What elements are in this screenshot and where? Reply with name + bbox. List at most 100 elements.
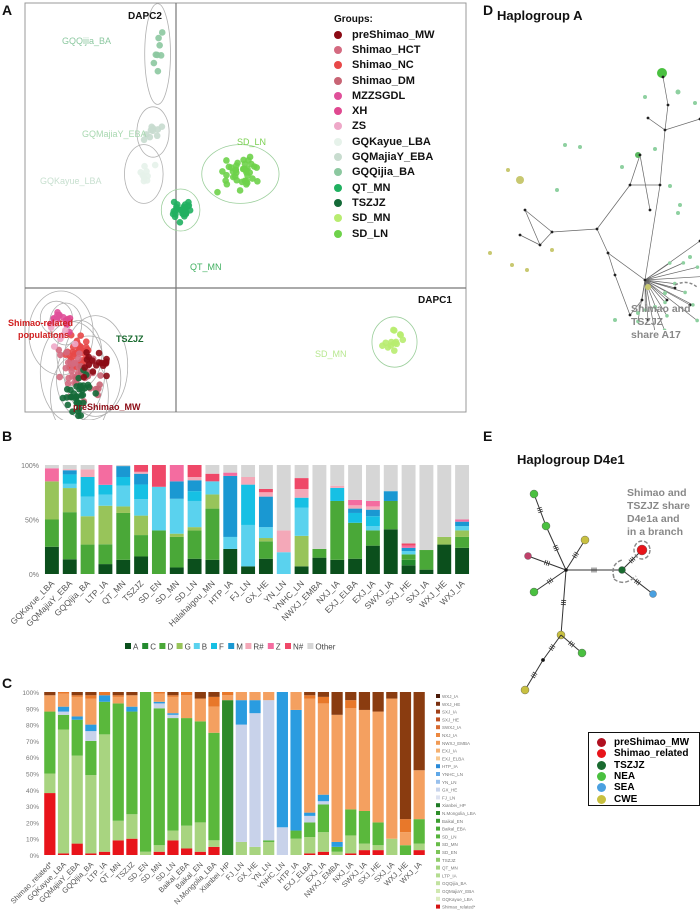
point-preShimao_MW xyxy=(103,372,110,380)
point-TSZJZ xyxy=(69,408,76,416)
bar-segment-Dark xyxy=(85,695,97,699)
bar-segment-Z xyxy=(44,468,59,482)
y-tick-label: 50% xyxy=(26,772,39,779)
legend-label: ZS xyxy=(352,120,367,133)
legend-label: GQKayue_LBA xyxy=(442,897,473,902)
bar-segment-Mid-green xyxy=(345,809,357,836)
bar-segment-Dark xyxy=(181,692,193,696)
legend-swatch-icon xyxy=(285,643,291,649)
bar-segment-HTP_IA xyxy=(290,709,302,831)
legend-swatch-icon xyxy=(159,643,166,649)
bar-segment-Z xyxy=(223,472,238,476)
bar-segment-M xyxy=(62,470,77,475)
bar-segment-Mid-green xyxy=(413,819,425,844)
median-vector-node xyxy=(658,183,662,187)
legend-label: EXJ_IA xyxy=(442,749,457,754)
note-line: TSZJZ share xyxy=(627,500,691,512)
bar-segment-Central/North xyxy=(208,840,220,847)
legend-dot-icon xyxy=(334,153,342,162)
legend-swatch-icon xyxy=(436,748,440,753)
legend-swatch-icon xyxy=(193,643,200,649)
note-line: Shimao and xyxy=(627,487,687,499)
bar-segment-D xyxy=(151,530,166,574)
bar-segment-Mid-green xyxy=(181,718,193,826)
legend-label: SXJ_HE xyxy=(442,717,459,722)
point-Shimao_HCT xyxy=(64,380,72,387)
median-vector-node xyxy=(646,116,650,120)
bar-segment-F xyxy=(98,484,113,495)
bar-segment-R# xyxy=(241,476,256,485)
annotation-GQKayue_LBA: GQKayue_LBA xyxy=(40,176,102,186)
bar-segment-East/North xyxy=(85,698,97,725)
bar-segment-D xyxy=(169,536,184,568)
point-SD_MN xyxy=(379,342,386,349)
bar-segment-F xyxy=(330,487,345,501)
mutation-tick xyxy=(547,561,551,567)
legend-label: F xyxy=(219,643,224,652)
bar-segment-HTP_IA xyxy=(317,794,330,802)
legend-label: N.Mongolia_LBA xyxy=(442,811,476,816)
point-preShimao_MW xyxy=(95,349,103,357)
bar-segment-B xyxy=(134,499,149,516)
bar-segment-Mid-green xyxy=(317,804,330,833)
legend-swatch-icon xyxy=(436,779,440,784)
bar-segment-Dark xyxy=(153,692,165,694)
bar-segment-Central/North xyxy=(331,851,343,855)
annotation-GQQijia_BA: GQQijia_BA xyxy=(62,36,111,46)
legend-label: Baikal_EBA xyxy=(442,827,466,832)
legend-label: GQMajiaY_EBA xyxy=(352,151,434,164)
point-QT_MN xyxy=(173,201,181,208)
bar-segment-R# xyxy=(365,506,380,510)
point-Shimao_HCT xyxy=(56,373,64,381)
bar-segment-F xyxy=(187,491,202,501)
bar-segment-A xyxy=(383,529,398,574)
legend-item: SD_LN xyxy=(334,226,435,241)
bar-segment-HTP_IA xyxy=(276,692,288,828)
haplotype-node xyxy=(662,328,667,330)
bar-segment-West/South xyxy=(167,692,179,696)
point-Shimao_HCT xyxy=(71,359,79,367)
point-GQQijia_BA xyxy=(157,52,165,59)
point-SD_MN xyxy=(390,347,398,354)
bar-segment-South xyxy=(153,703,165,709)
bar-segment-F xyxy=(116,476,131,486)
bar-segment-HTP_IA xyxy=(304,812,316,816)
bar-segment-Central/North xyxy=(167,830,179,841)
legend-item: preShimao_MW xyxy=(589,737,699,748)
network-edge xyxy=(644,279,686,293)
bar-segment-Other xyxy=(205,465,220,474)
haplotype-node xyxy=(516,176,524,184)
legend-swatch-icon xyxy=(436,717,440,722)
bar-segment-G xyxy=(205,494,220,509)
haplotype-node xyxy=(520,685,530,695)
median-vector-node xyxy=(523,208,527,212)
legend-item: GQQijia_BA xyxy=(334,165,435,180)
legend-dot-icon xyxy=(597,772,606,782)
legend-label: Shimao_HCT xyxy=(352,43,421,56)
point-GQMajiaY_EBA xyxy=(143,131,150,138)
axis-label-dapc1: DAPC1 xyxy=(418,295,452,306)
point-GQQijia_BA xyxy=(155,34,162,42)
bar-segment-G xyxy=(455,530,470,537)
annotation-QT_MN: QT_MN xyxy=(190,262,222,272)
bar-segment-Dark xyxy=(71,695,83,697)
point-SD_LN xyxy=(229,173,237,181)
bar-segment-B xyxy=(276,552,291,574)
bar-segment-F xyxy=(365,516,380,527)
network-edge xyxy=(644,279,675,284)
dapc-scatter-plot: DAPC2 DAPC1 GQQijia_BA GQMajiaY_EBA GQKayu… xyxy=(8,2,467,420)
bar-segment-A xyxy=(98,564,113,574)
bar-segment-A xyxy=(455,547,470,574)
bar-segment-Central/North xyxy=(372,845,384,851)
bar-segment-F xyxy=(294,497,309,508)
bar-segment-East/North xyxy=(222,695,234,701)
bar-segment-Shimao_related* xyxy=(112,840,124,855)
point-GQKayue_LBA xyxy=(141,162,148,170)
bar-segment-M xyxy=(455,521,470,527)
bar-segment-Dark xyxy=(345,700,357,709)
point-Shimao_NC xyxy=(82,338,90,346)
shared-branch-highlight xyxy=(633,540,651,560)
bar-segment-A xyxy=(330,559,345,574)
bar-segment-Shimao_related* xyxy=(317,851,330,855)
bar-segment-B xyxy=(294,507,309,536)
